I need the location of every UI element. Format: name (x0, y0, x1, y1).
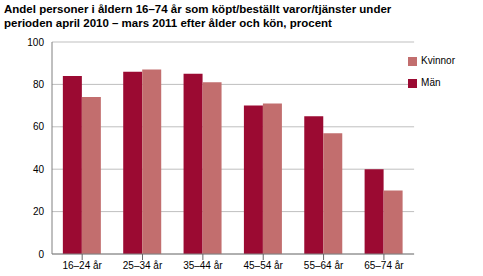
svg-text:80: 80 (33, 79, 45, 90)
svg-text:20: 20 (33, 206, 45, 217)
svg-text:16–24 år: 16–24 år (62, 260, 102, 271)
html-text:Andel personer i åldern 16–74: Andel personer i åldern 16–74 år som köp… (4, 3, 392, 29)
svg-text:45–54 år: 45–54 år (243, 260, 283, 271)
svg-text:100: 100 (27, 37, 44, 48)
svg-text:25–34 år: 25–34 år (123, 260, 163, 271)
html-text:Män: Män (421, 77, 441, 88)
svg-text:65–74 år: 65–74 år (364, 260, 404, 271)
svg-text:55–64 år: 55–64 år (304, 260, 344, 271)
svg-text:35–44 år: 35–44 år (183, 260, 223, 271)
svg-text:0: 0 (38, 249, 44, 260)
svg-text:40: 40 (33, 164, 45, 175)
svg-text:60: 60 (33, 121, 45, 132)
html-text:Kvinnor: Kvinnor (421, 55, 455, 66)
